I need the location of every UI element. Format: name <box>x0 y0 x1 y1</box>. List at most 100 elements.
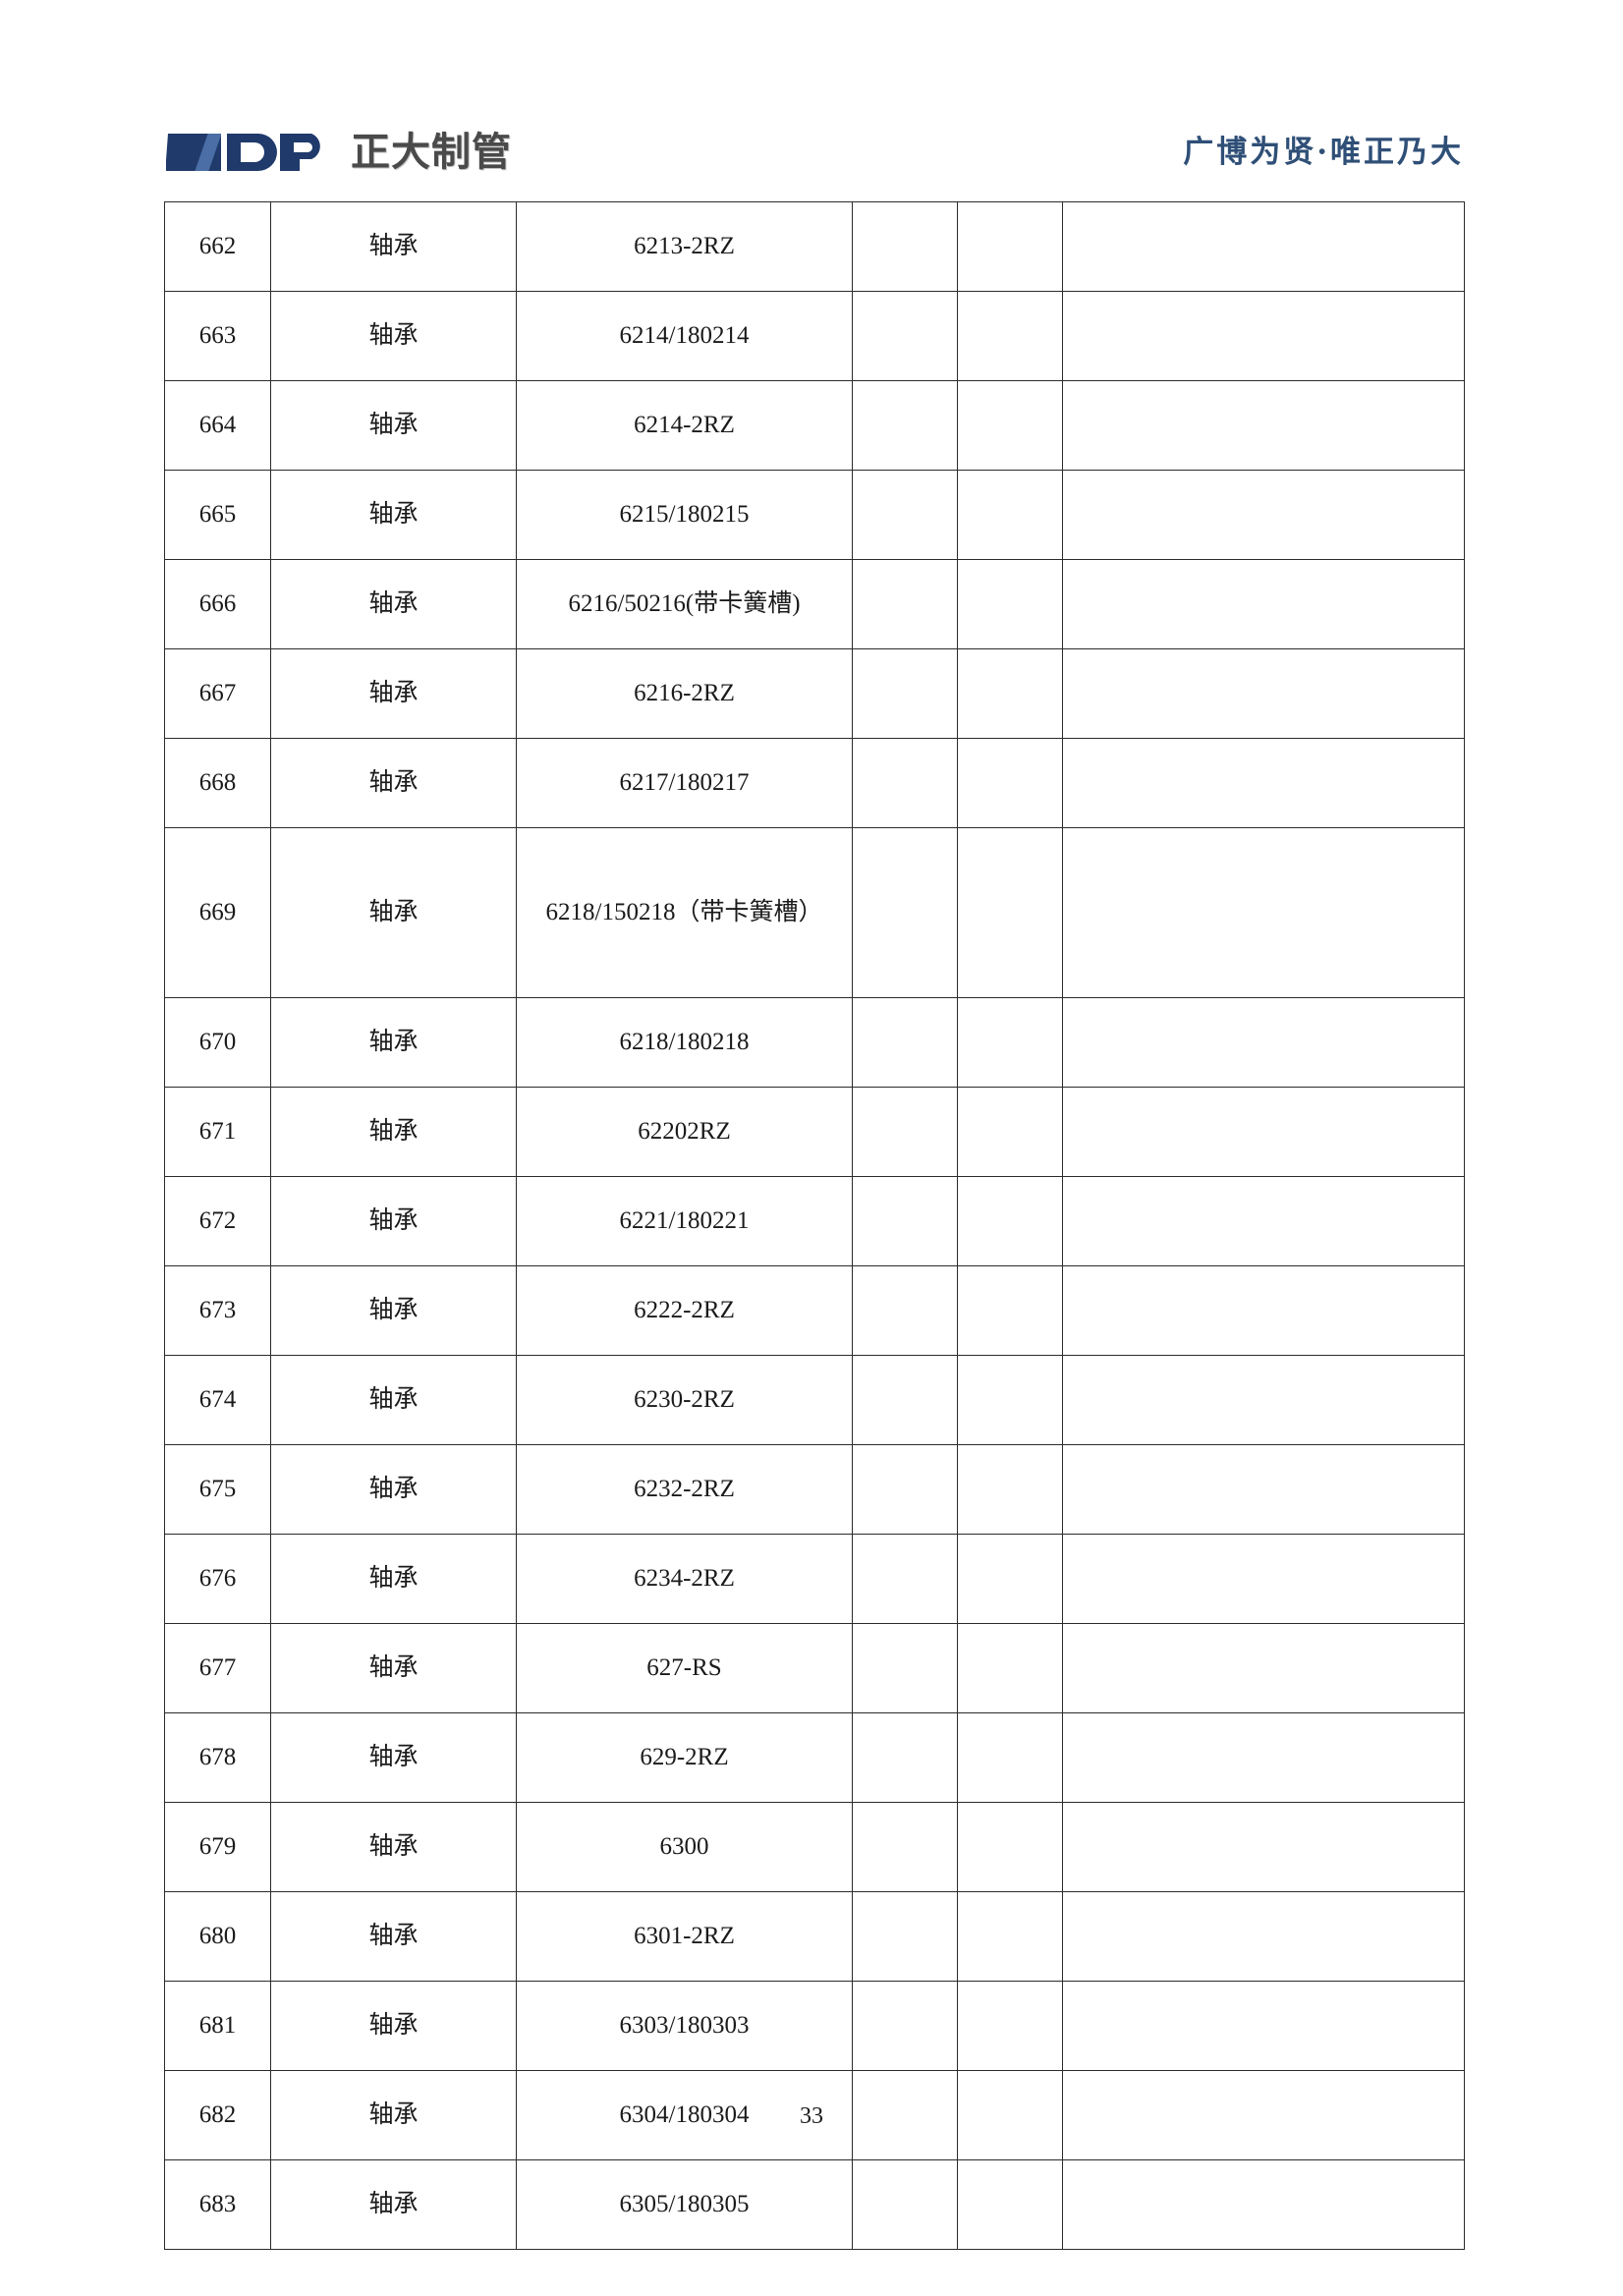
row-blank-cell-3 <box>1062 1176 1465 1266</box>
row-category-cell: 轴承 <box>270 1265 517 1356</box>
row-blank-cell-2 <box>957 1176 1063 1266</box>
row-model-cell: 6234-2RZ <box>516 1534 853 1624</box>
row-category-cell: 轴承 <box>270 1712 517 1803</box>
parts-table-container: 662 轴承 6213-2RZ 663 轴承 6214/180214 664 轴承 6214-2… <box>164 201 1465 2250</box>
table-row: 664 轴承 6214-2RZ <box>164 380 1465 471</box>
row-blank-cell-2 <box>957 738 1063 828</box>
row-blank-cell-2 <box>957 827 1063 998</box>
row-category-cell: 轴承 <box>270 1623 517 1713</box>
row-category-cell: 轴承 <box>270 291 517 381</box>
row-blank-cell-2 <box>957 380 1063 471</box>
row-blank-cell-1 <box>852 1176 958 1266</box>
row-blank-cell-2 <box>957 1444 1063 1535</box>
row-blank-cell-3 <box>1062 1802 1465 1892</box>
row-blank-cell-3 <box>1062 2070 1465 2160</box>
row-blank-cell-2 <box>957 201 1063 292</box>
row-category-cell: 轴承 <box>270 201 517 292</box>
row-category-cell: 轴承 <box>270 470 517 560</box>
row-blank-cell-1 <box>852 738 958 828</box>
row-blank-cell-1 <box>852 380 958 471</box>
row-blank-cell-3 <box>1062 1712 1465 1803</box>
row-index-cell: 663 <box>164 291 271 381</box>
table-row: 662 轴承 6213-2RZ <box>164 201 1465 292</box>
row-model-cell: 6215/180215 <box>516 470 853 560</box>
row-blank-cell-1 <box>852 997 958 1088</box>
row-category-cell: 轴承 <box>270 2070 517 2160</box>
row-category-cell: 轴承 <box>270 380 517 471</box>
row-blank-cell-2 <box>957 1087 1063 1177</box>
row-blank-cell-1 <box>852 291 958 381</box>
row-model-cell: 6213-2RZ <box>516 201 853 292</box>
company-tagline: 广博为贤·唯正乃大 <box>1183 134 1464 170</box>
row-blank-cell-1 <box>852 1712 958 1803</box>
row-category-cell: 轴承 <box>270 827 517 998</box>
row-category-cell: 轴承 <box>270 1891 517 1982</box>
row-category-cell: 轴承 <box>270 559 517 649</box>
row-blank-cell-1 <box>852 1355 958 1445</box>
row-blank-cell-1 <box>852 648 958 739</box>
table-row: 669 轴承 6218/150218（带卡簧槽） <box>164 827 1465 998</box>
row-blank-cell-2 <box>957 1534 1063 1624</box>
row-model-cell: 627-RS <box>516 1623 853 1713</box>
table-row: 670 轴承 6218/180218 <box>164 997 1465 1088</box>
row-index-cell: 665 <box>164 470 271 560</box>
row-blank-cell-2 <box>957 1265 1063 1356</box>
row-category-cell: 轴承 <box>270 1355 517 1445</box>
row-index-cell: 681 <box>164 1981 271 2071</box>
row-blank-cell-1 <box>852 201 958 292</box>
row-model-cell: 6218/150218（带卡簧槽） <box>516 827 853 998</box>
parts-table-body: 662 轴承 6213-2RZ 663 轴承 6214/180214 664 轴承 6214-2… <box>164 201 1465 2250</box>
row-blank-cell-3 <box>1062 1444 1465 1535</box>
company-name: 正大制管 <box>351 130 512 175</box>
row-model-cell: 6301-2RZ <box>516 1891 853 1982</box>
row-blank-cell-3 <box>1062 2159 1465 2250</box>
row-category-cell: 轴承 <box>270 648 517 739</box>
row-blank-cell-1 <box>852 2070 958 2160</box>
table-row: 677 轴承 627-RS <box>164 1623 1465 1713</box>
table-row: 667 轴承 6216-2RZ <box>164 648 1465 739</box>
row-category-cell: 轴承 <box>270 1087 517 1177</box>
row-blank-cell-2 <box>957 648 1063 739</box>
company-branding: 正大制管 <box>164 124 512 181</box>
table-row: 671 轴承 62202RZ <box>164 1087 1465 1177</box>
row-blank-cell-2 <box>957 1981 1063 2071</box>
row-index-cell: 677 <box>164 1623 271 1713</box>
row-blank-cell-1 <box>852 1087 958 1177</box>
row-index-cell: 668 <box>164 738 271 828</box>
row-model-cell: 6221/180221 <box>516 1176 853 1266</box>
row-model-cell: 6222-2RZ <box>516 1265 853 1356</box>
row-model-cell: 6232-2RZ <box>516 1444 853 1535</box>
row-blank-cell-3 <box>1062 1087 1465 1177</box>
row-blank-cell-2 <box>957 1355 1063 1445</box>
row-model-cell: 6214/180214 <box>516 291 853 381</box>
table-row: 676 轴承 6234-2RZ <box>164 1534 1465 1624</box>
row-model-cell: 6304/180304 <box>516 2070 853 2160</box>
row-blank-cell-3 <box>1062 1355 1465 1445</box>
row-index-cell: 674 <box>164 1355 271 1445</box>
row-blank-cell-1 <box>852 1802 958 1892</box>
row-blank-cell-3 <box>1062 380 1465 471</box>
table-row: 682 轴承 6304/180304 <box>164 2070 1465 2160</box>
row-blank-cell-3 <box>1062 1534 1465 1624</box>
row-index-cell: 680 <box>164 1891 271 1982</box>
row-model-cell: 6214-2RZ <box>516 380 853 471</box>
row-index-cell: 679 <box>164 1802 271 1892</box>
row-blank-cell-3 <box>1062 201 1465 292</box>
page-number: 33 <box>800 2103 823 2129</box>
row-category-cell: 轴承 <box>270 2159 517 2250</box>
row-blank-cell-3 <box>1062 827 1465 998</box>
row-blank-cell-3 <box>1062 738 1465 828</box>
table-row: 678 轴承 629-2RZ <box>164 1712 1465 1803</box>
row-category-cell: 轴承 <box>270 1176 517 1266</box>
row-index-cell: 676 <box>164 1534 271 1624</box>
page-footer: 33 <box>0 2103 1623 2130</box>
row-index-cell: 664 <box>164 380 271 471</box>
row-blank-cell-2 <box>957 1891 1063 1982</box>
row-blank-cell-3 <box>1062 559 1465 649</box>
row-blank-cell-2 <box>957 997 1063 1088</box>
row-index-cell: 673 <box>164 1265 271 1356</box>
row-model-cell: 6218/180218 <box>516 997 853 1088</box>
row-blank-cell-1 <box>852 1623 958 1713</box>
row-model-cell: 62202RZ <box>516 1087 853 1177</box>
row-index-cell: 670 <box>164 997 271 1088</box>
